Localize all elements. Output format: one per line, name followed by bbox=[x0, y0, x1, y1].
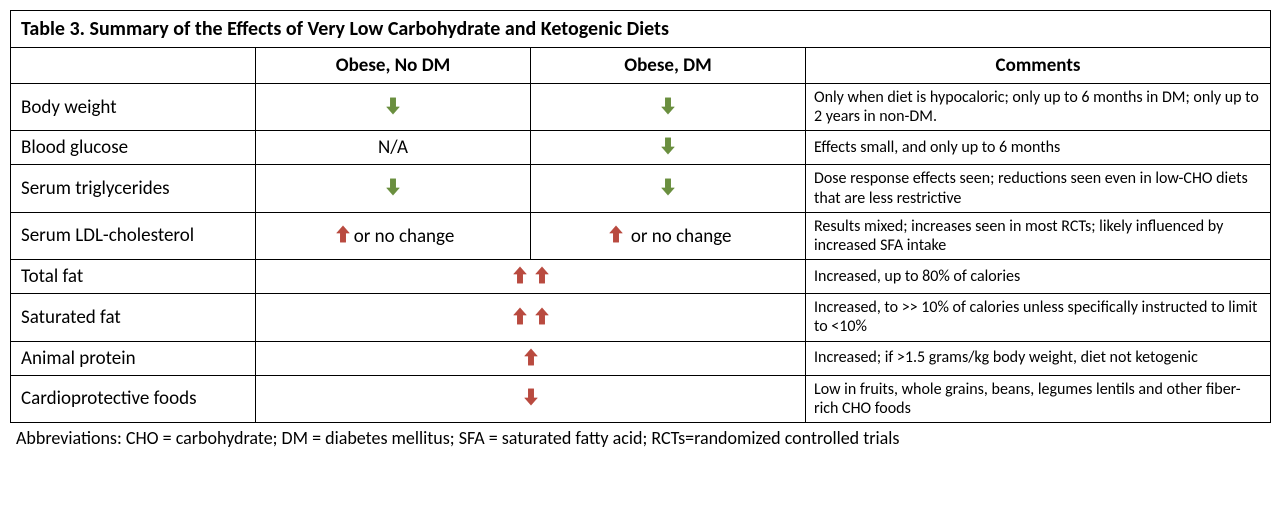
table-row: Total fat Increased, up to 80% of calorie… bbox=[11, 260, 1271, 294]
comments-cell: Increased, to >> 10% of calories unless … bbox=[806, 294, 1271, 341]
cell-text: or no change bbox=[354, 225, 455, 248]
header-col1: Obese, No DM bbox=[256, 48, 531, 84]
table-title: Table 3. Summary of the Effects of Very … bbox=[11, 11, 1271, 48]
row-label: Saturated fat bbox=[11, 294, 256, 341]
comments-cell: Increased, up to 80% of calories bbox=[806, 260, 1271, 294]
comments-cell: Increased; if >1.5 grams/kg body weight,… bbox=[806, 341, 1271, 375]
table-row: Cardioprotective foods Low in fruits, who… bbox=[11, 375, 1271, 422]
comments-cell: Results mixed; increases seen in most RC… bbox=[806, 212, 1271, 259]
arrow-up-icon bbox=[605, 223, 627, 245]
header-blank bbox=[11, 48, 256, 84]
cell-col2 bbox=[531, 165, 806, 212]
cell-col2 bbox=[531, 84, 806, 131]
effects-table: Table 3. Summary of the Effects of Very … bbox=[10, 10, 1271, 423]
arrow-down-icon bbox=[657, 135, 679, 157]
abbreviations: Abbreviations: CHO = carbohydrate; DM = … bbox=[10, 427, 1275, 449]
table-row: Serum triglycerides Dose response effects… bbox=[11, 165, 1271, 212]
cell-text: or no change bbox=[627, 225, 732, 248]
table-row: Body weight Only when diet is hypocaloric… bbox=[11, 84, 1271, 131]
table-row: Blood glucose N/A Effects small, and only … bbox=[11, 131, 1271, 165]
arrow-up-icon bbox=[531, 305, 553, 327]
merged-cell bbox=[256, 341, 806, 375]
merged-cell bbox=[256, 260, 806, 294]
header-col2: Obese, DM bbox=[531, 48, 806, 84]
cell-text: N/A bbox=[378, 136, 408, 159]
comments-cell: Low in fruits, whole grains, beans, legu… bbox=[806, 375, 1271, 422]
row-label: Serum triglycerides bbox=[11, 165, 256, 212]
row-label: Total fat bbox=[11, 260, 256, 294]
cell-col2: or no change bbox=[531, 212, 806, 259]
arrow-up-icon bbox=[332, 223, 354, 245]
table-row: Serum LDL-cholesterol or no change or no … bbox=[11, 212, 1271, 259]
header-col3: Comments bbox=[806, 48, 1271, 84]
merged-cell bbox=[256, 294, 806, 341]
row-label: Body weight bbox=[11, 84, 256, 131]
merged-cell bbox=[256, 375, 806, 422]
cell-col1: or no change bbox=[256, 212, 531, 259]
cell-col1: N/A bbox=[256, 131, 531, 165]
table-row: Animal protein Increased; if >1.5 grams/k… bbox=[11, 341, 1271, 375]
row-label: Cardioprotective foods bbox=[11, 375, 256, 422]
arrow-down-icon bbox=[520, 386, 542, 408]
cell-col1 bbox=[256, 84, 531, 131]
comments-cell: Only when diet is hypocaloric; only up t… bbox=[806, 84, 1271, 131]
arrow-down-icon bbox=[657, 95, 679, 117]
table-row: Saturated fat Increased, to >> 10% of cal… bbox=[11, 294, 1271, 341]
arrow-down-icon bbox=[382, 176, 404, 198]
title-row: Table 3. Summary of the Effects of Very … bbox=[11, 11, 1271, 48]
arrow-down-icon bbox=[382, 95, 404, 117]
row-label: Serum LDL-cholesterol bbox=[11, 212, 256, 259]
header-row: Obese, No DM Obese, DM Comments bbox=[11, 48, 1271, 84]
cell-col1 bbox=[256, 165, 531, 212]
comments-cell: Dose response effects seen; reductions s… bbox=[806, 165, 1271, 212]
comments-cell: Effects small, and only up to 6 months bbox=[806, 131, 1271, 165]
arrow-up-icon bbox=[509, 305, 531, 327]
arrow-up-icon bbox=[531, 264, 553, 286]
row-label: Blood glucose bbox=[11, 131, 256, 165]
row-label: Animal protein bbox=[11, 341, 256, 375]
cell-col2 bbox=[531, 131, 806, 165]
arrow-down-icon bbox=[657, 176, 679, 198]
arrow-up-icon bbox=[520, 346, 542, 368]
arrow-up-icon bbox=[509, 264, 531, 286]
